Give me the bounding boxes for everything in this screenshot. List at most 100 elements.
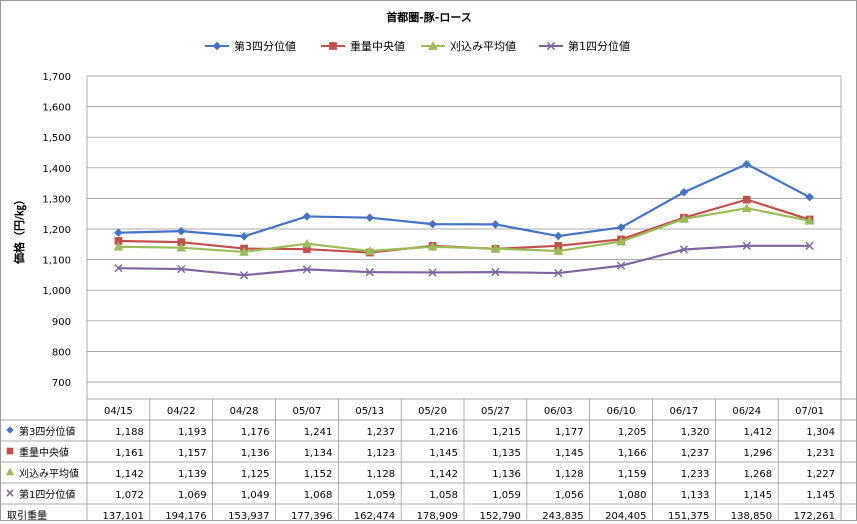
series-line [118, 198, 810, 254]
x-tick-label: 06/10 [607, 406, 636, 417]
data-point [742, 159, 752, 169]
table-extra-value: 194,176 [165, 511, 206, 520]
y-tick-label: 1,300 [42, 194, 71, 205]
x-tick-label: 06/17 [670, 406, 699, 417]
data-point [301, 238, 312, 248]
data-point [176, 242, 187, 252]
data-label: 1,058 [429, 490, 458, 501]
y-tick-label: 1,400 [42, 164, 71, 175]
data-label: 1,231 [806, 448, 835, 459]
y-tick-label: 900 [52, 317, 71, 328]
x-tick-label: 05/07 [293, 406, 322, 417]
x-tick-label: 06/24 [732, 406, 761, 417]
table-extra-value: 152,790 [479, 511, 520, 520]
x-tick-label: 04/15 [104, 406, 133, 417]
data-label: 1,133 [681, 490, 710, 501]
data-label: 1,142 [429, 469, 458, 480]
data-point [805, 192, 814, 202]
data-point [365, 213, 375, 223]
data-point [553, 246, 564, 255]
series-line [118, 244, 810, 277]
table-series-label: 第1四分位値 [19, 488, 75, 501]
data-point [302, 265, 312, 274]
data-point [678, 213, 689, 223]
x-tick-label: 06/03 [544, 406, 573, 417]
data-label: 1,166 [618, 448, 647, 459]
table-extra-value: 172,261 [794, 511, 835, 520]
data-label: 1,145 [429, 448, 458, 459]
data-point [805, 241, 814, 250]
data-label: 1,205 [618, 427, 647, 438]
table-series-label: 重量中央値 [19, 446, 69, 459]
data-label: 1,068 [304, 490, 333, 501]
data-label: 1,136 [241, 448, 270, 459]
legend-marker [212, 41, 222, 51]
data-label: 1,145 [806, 490, 835, 501]
legend-label: 第3四分位値 [234, 39, 296, 53]
data-label: 1,233 [681, 469, 710, 480]
data-label: 1,059 [367, 490, 396, 501]
table-extra-value: 151,375 [668, 511, 709, 520]
data-label: 1,216 [429, 427, 458, 438]
data-label: 1,069 [178, 490, 207, 501]
data-point [553, 231, 563, 241]
x-tick-label: 04/28 [230, 406, 259, 417]
data-label: 1,136 [492, 469, 521, 480]
x-tick-label: 07/01 [795, 406, 824, 417]
y-axis-label: 価格（円/㎏） [12, 194, 27, 265]
data-point [616, 223, 626, 232]
table-series-label: 第3四分位値 [19, 425, 75, 438]
data-point [176, 226, 186, 236]
legend-marker [329, 42, 337, 50]
data-label: 1,135 [492, 448, 521, 459]
table-legend-marker [6, 426, 14, 434]
data-label: 1,080 [618, 490, 647, 501]
data-label: 1,237 [681, 448, 710, 459]
data-label: 1,157 [178, 448, 207, 459]
legend-marker [428, 40, 438, 50]
data-label: 1,128 [555, 469, 584, 480]
data-point [616, 261, 626, 270]
y-tick-label: 700 [52, 378, 71, 389]
legend-label: 刈込み平均値 [450, 40, 516, 53]
series-line [118, 163, 811, 238]
data-label: 1,188 [115, 427, 144, 438]
data-label: 1,159 [618, 469, 647, 480]
legend-label: 第1四分位値 [568, 39, 630, 53]
data-point [554, 268, 563, 278]
data-point [365, 268, 374, 277]
data-point [616, 236, 627, 246]
x-tick-label: 05/13 [355, 406, 384, 417]
data-point [113, 241, 124, 251]
data-point [364, 246, 375, 255]
series-line [118, 207, 810, 254]
data-label: 1,227 [806, 469, 835, 480]
data-label: 1,056 [555, 490, 584, 501]
data-label: 1,128 [367, 469, 396, 480]
legend-item: 第1四分位値 [539, 39, 630, 53]
legend-item: 重量中央値 [321, 39, 405, 53]
data-label: 1,125 [241, 469, 270, 480]
y-tick-label: 1,500 [42, 133, 71, 144]
data-label: 1,241 [304, 427, 333, 438]
data-label: 1,296 [744, 448, 773, 459]
data-label: 1,304 [806, 427, 835, 438]
data-label: 1,161 [115, 448, 144, 459]
data-point [428, 268, 437, 277]
data-point [742, 195, 751, 204]
data-label: 1,142 [115, 469, 144, 480]
data-point [427, 241, 438, 251]
data-label: 1,145 [555, 448, 584, 459]
table-legend-marker [5, 467, 15, 476]
table-legend-marker [6, 447, 14, 455]
data-point [177, 264, 186, 274]
table-series-label: 刈込み平均値 [19, 467, 79, 480]
table-extra-value: 178,909 [417, 511, 458, 520]
data-point [804, 215, 815, 225]
table-extra-value: 177,396 [291, 511, 332, 520]
data-label: 1,139 [178, 469, 207, 480]
data-label: 1,059 [492, 490, 521, 501]
data-point [428, 219, 437, 229]
